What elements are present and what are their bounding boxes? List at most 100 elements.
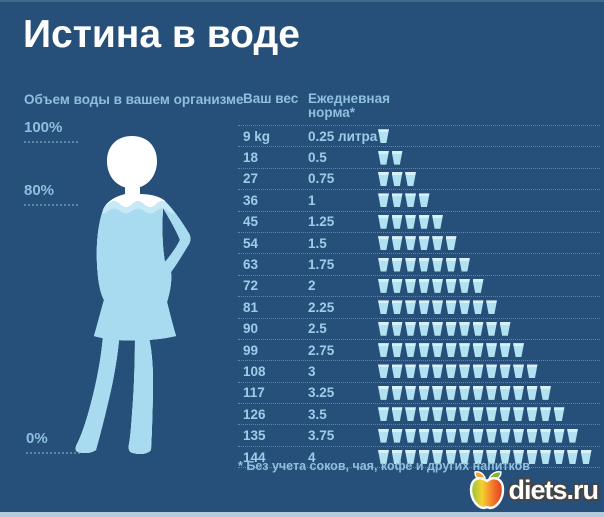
water-cup-icon [445,278,457,293]
water-cup-icon [459,278,470,293]
table-row: 27 0.75 [238,169,600,191]
water-cup-icon [553,450,565,465]
water-cup-icon [513,343,524,358]
water-cup-icon [445,450,457,465]
water-cup-icon [459,321,470,336]
water-cup-icon [486,364,497,379]
water-cup-icon [580,450,592,465]
cups-pictograph [378,300,600,315]
water-cup-icon [445,300,457,315]
water-cup-icon [378,385,389,400]
footnote: * Без учета соков, чая, кофе и других на… [238,459,530,473]
bottom-strip [0,512,604,517]
water-cup-icon [378,450,389,465]
water-cup-icon [513,385,524,400]
weight-value: 144 [243,449,266,465]
cups-pictograph [378,214,600,229]
water-cup-icon [378,300,389,315]
water-cup-icon [486,321,497,336]
cups-pictograph [378,278,600,293]
cups-pictograph [378,364,600,379]
diets-ru-logo[interactable]: diets.ru [469,470,599,510]
water-cup-icon [526,407,538,422]
water-cup-icon [432,428,443,443]
water-cup-icon [432,450,443,465]
norm-value: 3.75 [308,428,335,444]
water-cup-icon [391,171,403,186]
weight-value: 27 [243,171,259,187]
water-cup-icon [526,364,538,379]
female-silhouette-water-icon [75,136,191,454]
scale-label-80: 80% [24,182,78,206]
cups-pictograph [378,428,600,443]
water-cup-icon [432,343,443,358]
water-cup-icon [378,278,389,293]
cups-pictograph [378,321,600,336]
water-cup-icon [499,428,511,443]
water-cup-icon [472,364,484,379]
cups-pictograph [378,236,600,251]
table-row: 99 2.75 [238,340,600,362]
water-cup-icon [418,278,430,293]
norm-value: 0.25 литра [308,128,378,144]
apple-icon [470,471,505,510]
water-cup-icon [391,364,403,379]
page-title: Истина в воде [23,13,300,56]
norm-value: 3 [308,363,316,379]
water-cup-icon [499,343,511,358]
water-cup-icon [378,257,389,272]
water-cup-icon [513,450,524,465]
water-cup-icon [405,278,416,293]
water-cup-icon [513,407,524,422]
daily-norm-table: Ваш вес Ежедневная норма* 9 kg 0.25 литра… [238,92,600,469]
norm-value: 0.75 [308,171,335,187]
cups-pictograph [378,129,600,144]
norm-value: 2.25 [308,299,335,315]
water-cup-icon [378,214,389,229]
water-cup-icon [391,450,403,465]
water-cup-icon [526,450,538,465]
weight-value: 99 [243,342,259,358]
water-cup-icon [418,257,430,272]
water-cup-icon [553,428,565,443]
weight-value: 72 [243,278,259,294]
water-cup-icon [391,300,403,315]
water-cup-icon [472,278,484,293]
water-cup-icon [405,450,416,465]
weight-value: 45 [243,214,259,230]
water-cup-icon [405,321,416,336]
table-row: 45 1.25 [238,212,600,233]
table-row: 36 1 [238,190,600,212]
cups-pictograph [378,385,600,400]
cups-pictograph [378,193,600,208]
water-cup-icon [405,343,416,358]
water-cup-icon [499,364,511,379]
water-cup-icon [378,236,389,251]
table-body: 9 kg 0.25 литра 18 0.5 27 0.75 36 1 45 1.25 54 1.5 6… [238,126,600,469]
water-cup-icon [472,407,484,422]
water-cup-icon [459,364,470,379]
water-cup-icon [432,236,443,251]
water-cup-icon [391,407,403,422]
weight-value: 90 [243,321,259,337]
water-cup-icon [418,428,430,443]
water-cup-icon [445,257,457,272]
water-cup-icon [391,321,403,336]
table-row: 144 4 [238,447,600,469]
water-cup-icon [378,343,389,358]
water-cup-icon [418,407,430,422]
water-cup-icon [432,300,443,315]
norm-value: 4 [308,449,316,465]
water-cup-icon [472,450,484,465]
table-row: 135 3.75 [238,425,600,447]
water-fill [75,201,191,454]
water-cup-icon [391,214,403,229]
water-cup-icon [526,428,538,443]
water-cup-icon [405,407,416,422]
water-cup-icon [378,171,389,186]
water-cup-icon [472,321,484,336]
water-cup-icon [553,407,565,422]
water-cup-icon [540,428,551,443]
water-cup-icon [418,364,430,379]
